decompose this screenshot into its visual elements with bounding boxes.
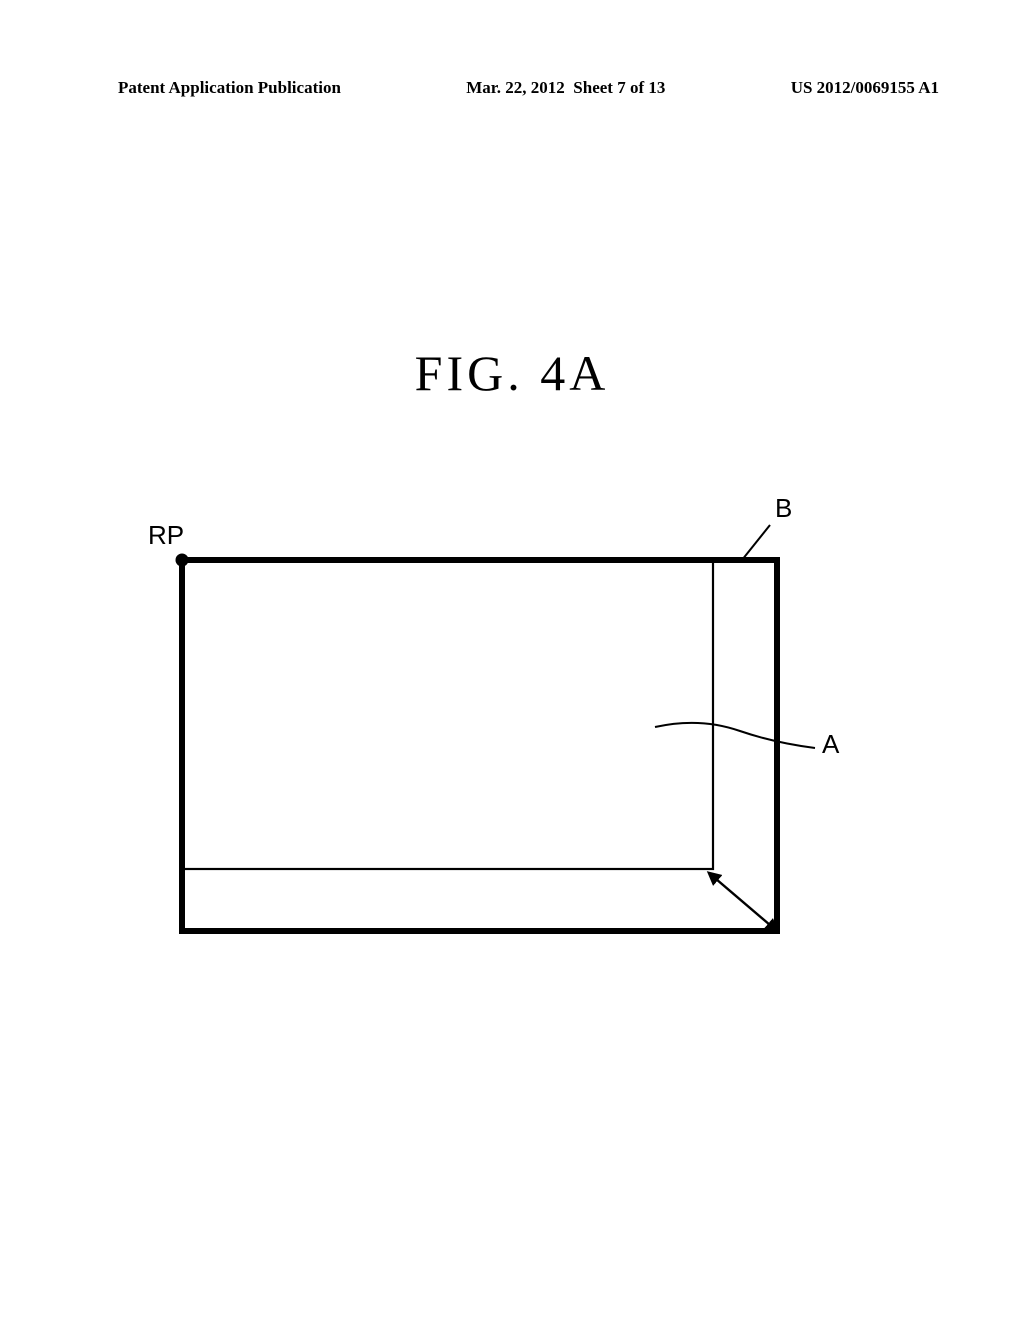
figure-diagram [0,0,1024,1320]
inner-rect [183,561,713,869]
patent-page: Patent Application Publication Mar. 22, … [0,0,1024,1320]
leader-b [742,525,770,560]
leader-a [655,723,815,748]
double-arrow-icon [709,873,777,931]
outer-rect [182,560,777,931]
rp-dot-icon [176,554,189,567]
